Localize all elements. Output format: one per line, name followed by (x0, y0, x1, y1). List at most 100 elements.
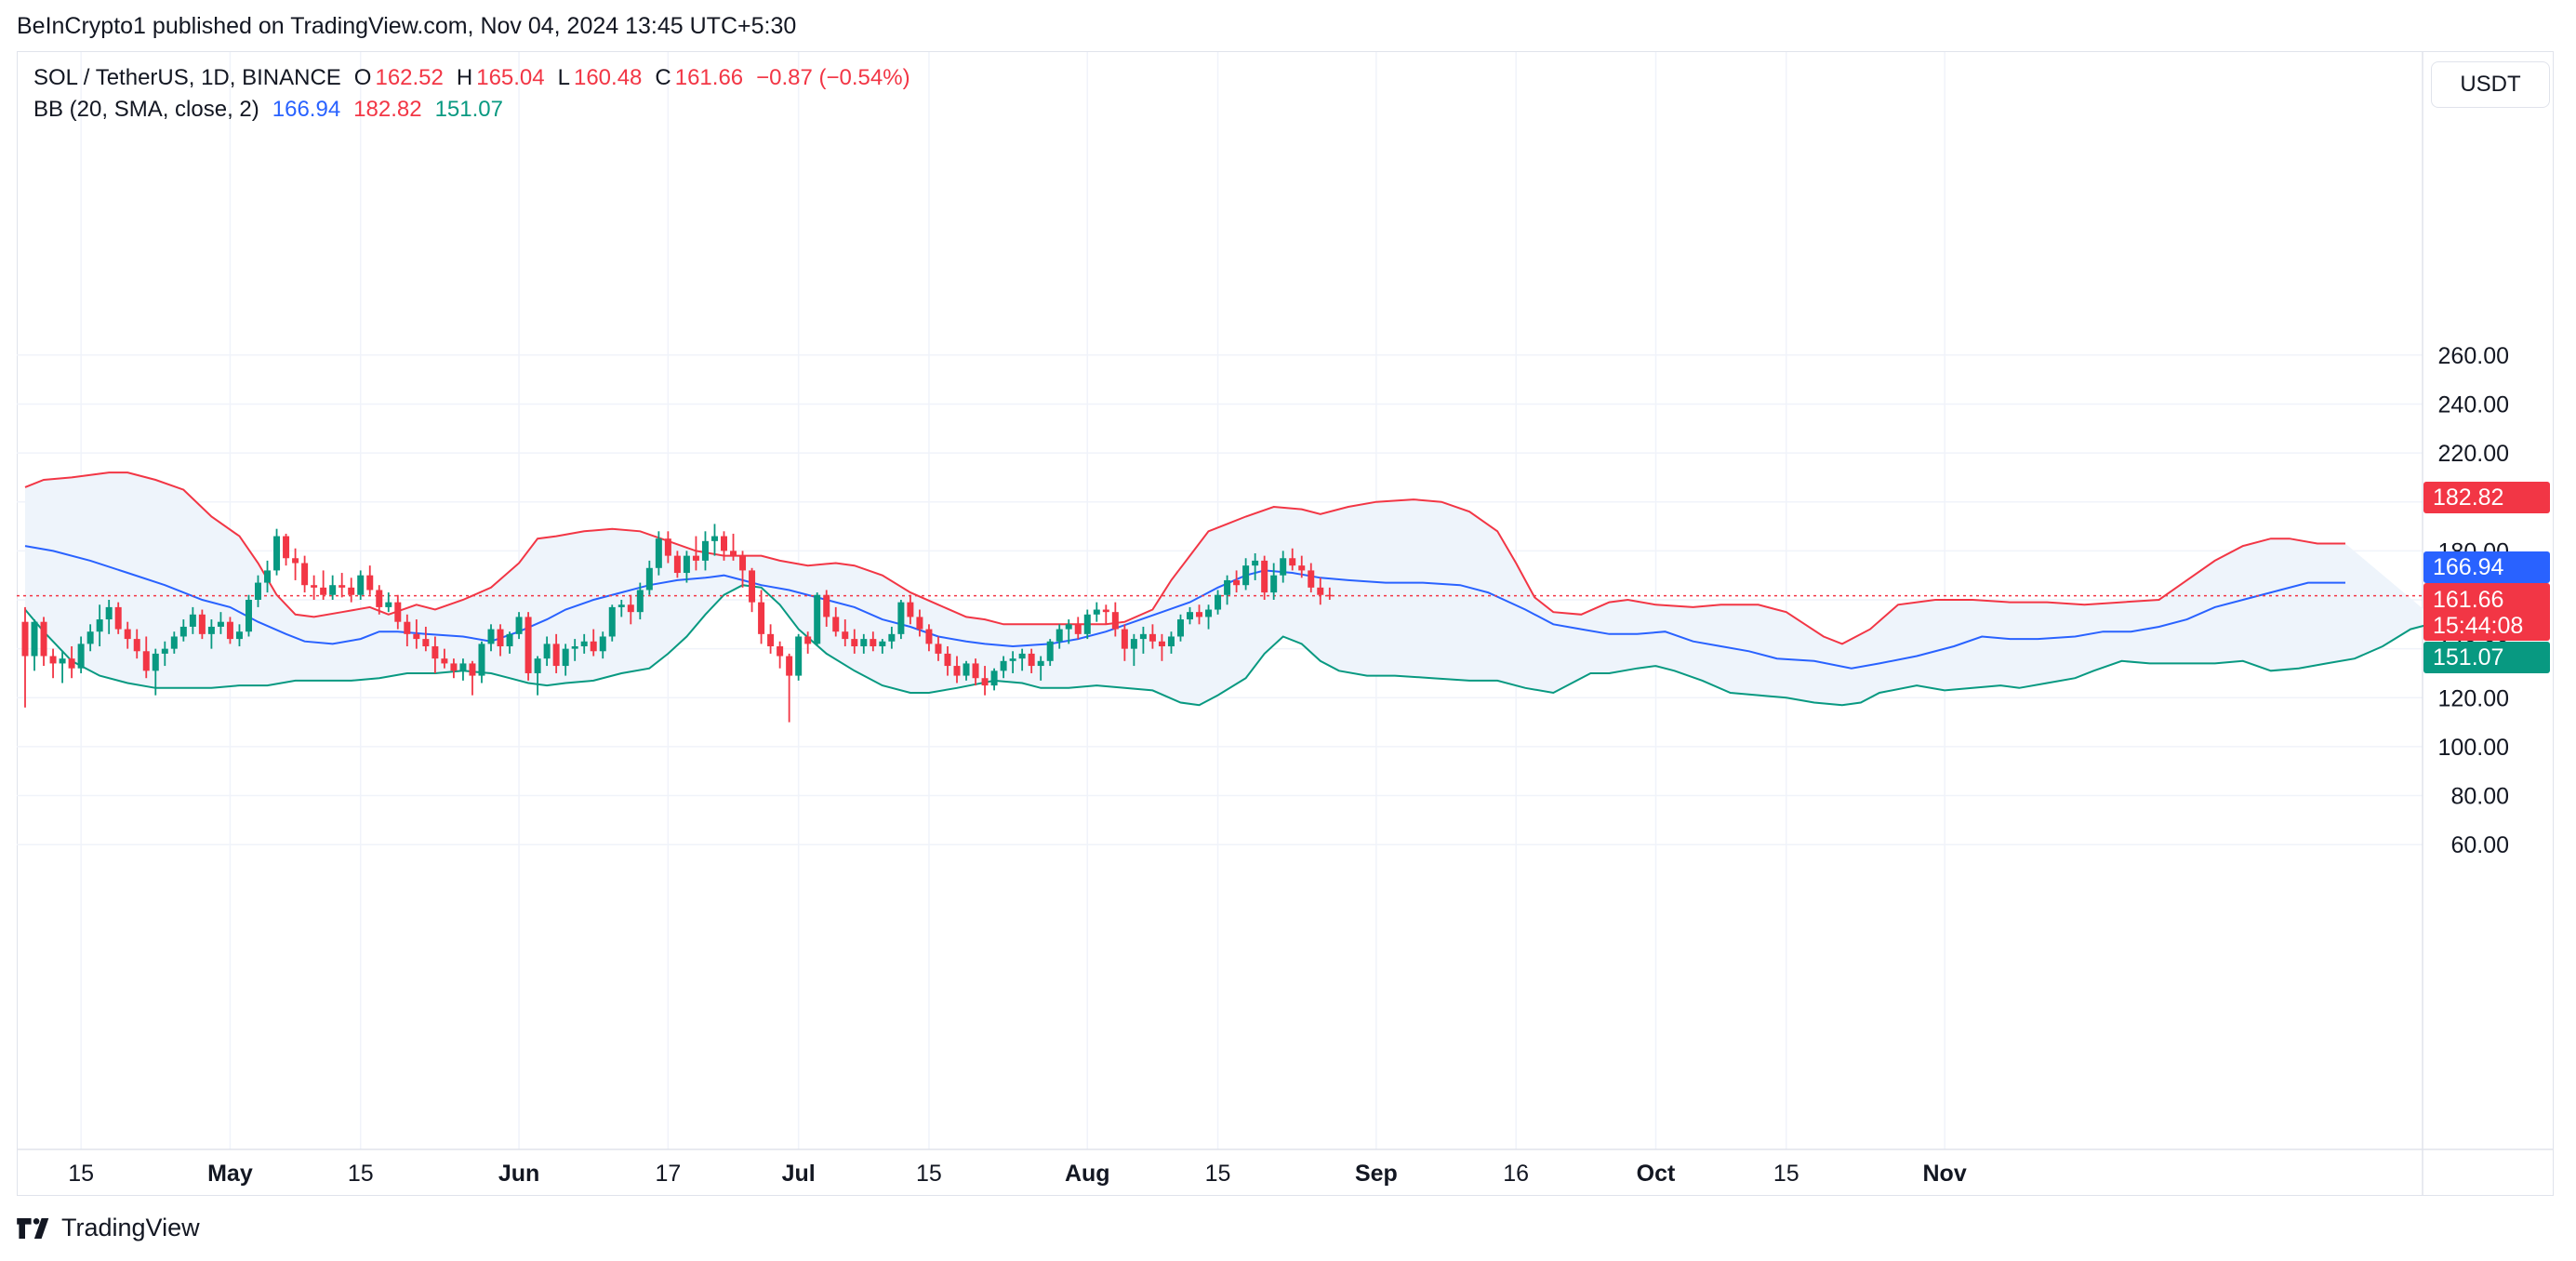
candle (925, 624, 933, 652)
candle-body (217, 621, 224, 627)
candle (888, 626, 896, 649)
candle-body (1139, 633, 1147, 640)
candle (749, 567, 756, 613)
close-label: C (655, 65, 671, 90)
candle-body (357, 575, 365, 595)
candle-body (814, 594, 821, 644)
grid-layer (17, 52, 2553, 1196)
candle-body (1056, 629, 1063, 642)
symbol-name[interactable]: SOL / TetherUS, 1D, BINANCE (33, 65, 341, 90)
bb-label[interactable]: BB (20, SMA, close, 2) (33, 97, 259, 122)
candle (441, 648, 448, 669)
candle-body (1046, 641, 1054, 661)
candle-body (655, 538, 662, 568)
candle-body (459, 663, 467, 671)
candle-body (832, 617, 840, 632)
candle-body (935, 644, 942, 654)
candle (1252, 552, 1259, 580)
candle (497, 624, 504, 657)
candle (487, 624, 495, 652)
candle-body (1149, 633, 1156, 642)
candle (226, 617, 233, 644)
x-tick-label: May (207, 1161, 253, 1187)
high-label: H (456, 65, 473, 90)
candle-body (860, 639, 868, 647)
last-price-tag: 161.66 15:44:08 (2423, 583, 2550, 641)
candle-body (730, 551, 737, 556)
candle (636, 582, 644, 620)
candle (1187, 606, 1193, 625)
candle (897, 600, 905, 640)
candle (823, 590, 830, 627)
candle (478, 641, 485, 684)
bb-basis-value: 166.94 (272, 97, 341, 122)
candle-body (86, 631, 94, 644)
candle-body (1093, 609, 1100, 615)
candle (907, 594, 914, 625)
candle-body (1083, 614, 1091, 634)
candle-body (114, 606, 122, 630)
candle (758, 590, 765, 644)
candle (534, 656, 541, 696)
candle-body (394, 602, 402, 622)
candle (1093, 602, 1100, 622)
currency-button[interactable]: USDT (2431, 61, 2550, 108)
candle (1270, 563, 1278, 600)
candle-body (963, 663, 970, 676)
candle (645, 560, 653, 595)
candle-body (580, 641, 588, 647)
tradingview-logo[interactable]: TradingView (17, 1214, 200, 1242)
candle-body (348, 587, 355, 595)
candle (953, 656, 961, 684)
x-tick-label: Aug (1065, 1161, 1110, 1187)
candle (1326, 587, 1334, 600)
candle-body (21, 621, 29, 657)
candle (77, 636, 85, 673)
open-label: O (353, 65, 372, 90)
candle (376, 585, 383, 615)
candle-body (105, 606, 113, 620)
candle (1308, 563, 1315, 593)
candle-body (283, 536, 290, 559)
candle-body (1326, 594, 1334, 597)
candle-body (1261, 560, 1268, 593)
candle (292, 548, 299, 580)
x-tick-label: Oct (1637, 1161, 1676, 1187)
candle (422, 626, 430, 652)
candle (179, 619, 187, 642)
candle (385, 592, 392, 613)
y-tick-label: 260.00 (2438, 343, 2509, 369)
candle (217, 612, 224, 634)
y-tick-label: 240.00 (2438, 392, 2509, 418)
candle (935, 636, 942, 661)
candle-body (897, 602, 905, 634)
candle-body (235, 631, 243, 640)
candle (767, 624, 775, 654)
candle-body (1289, 558, 1296, 566)
candle (944, 646, 951, 676)
candle (842, 619, 849, 647)
candle (795, 633, 803, 681)
candle-body (255, 582, 261, 600)
candle (133, 629, 140, 659)
candle (972, 658, 979, 686)
x-tick-label: Jul (782, 1161, 816, 1187)
candle (413, 619, 420, 649)
candle (264, 560, 272, 593)
candle-body (413, 633, 420, 640)
upper-band-line (24, 471, 2345, 645)
candle-body (739, 555, 747, 571)
candle (105, 600, 113, 634)
candle (161, 641, 168, 667)
candle (739, 551, 747, 588)
candle (673, 551, 681, 578)
candle-body (673, 555, 681, 574)
candle (1046, 639, 1054, 667)
candle (1158, 633, 1165, 661)
candle (1056, 624, 1063, 649)
candle (1280, 551, 1287, 583)
candle-body (506, 633, 513, 647)
candle-body (1187, 612, 1193, 620)
candle (311, 575, 318, 600)
